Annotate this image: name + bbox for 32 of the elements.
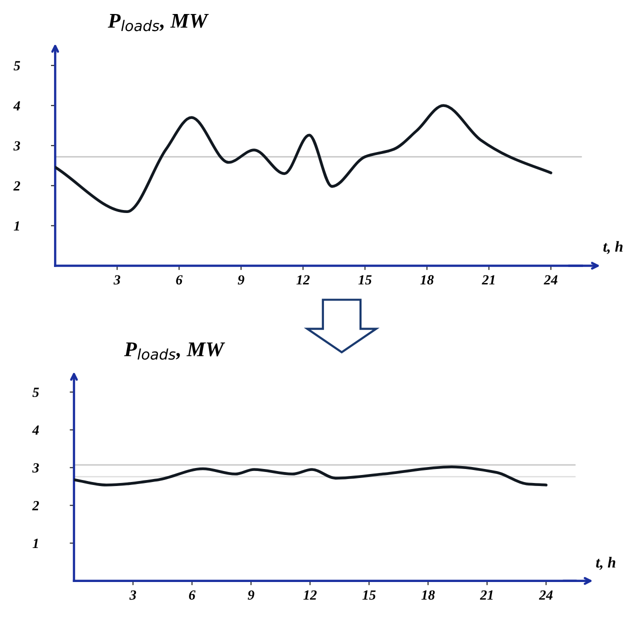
y-tick-label: 5 (14, 61, 20, 70)
x-tick-label: 3 (114, 275, 120, 285)
y-tick-label: 1 (14, 221, 20, 231)
y-axis-title: P$_{loads}$, MW (108, 14, 209, 32)
line-series (55, 104, 552, 214)
x-tick-label: 6 (176, 275, 183, 285)
y-tick-label: 5 (32, 388, 39, 398)
x-tick-label: 24 (544, 275, 558, 284)
x-tick-label: 15 (358, 275, 372, 285)
x-tick-label: 9 (248, 590, 254, 600)
x-tick-label: 18 (420, 275, 434, 285)
y-tick-label: 4 (13, 101, 20, 110)
x-tick-label: 12 (296, 275, 310, 284)
x-tick-label: 18 (421, 590, 435, 600)
x-tick-label: 9 (238, 275, 244, 285)
x-axis-title: t, h (603, 241, 623, 254)
x-tick-label: 3 (129, 590, 136, 600)
y-tick-label: 1 (32, 538, 38, 548)
x-axis-title: t, h (596, 556, 616, 570)
y-tick-label: 4 (32, 426, 39, 435)
line-series (74, 465, 548, 486)
y-tick-label: 3 (32, 463, 39, 473)
y-axis-title: P$_{loads}$, MW (124, 342, 226, 360)
x-tick-label: 24 (538, 590, 553, 600)
x-tick-label: 6 (189, 590, 196, 600)
y-tick-label: 3 (13, 141, 20, 151)
x-tick-label: 15 (362, 590, 376, 600)
x-tick-label: 12 (303, 590, 317, 600)
x-tick-label: 21 (480, 590, 493, 600)
y-tick-label: 2 (13, 181, 20, 190)
y-tick-label: 2 (32, 501, 39, 510)
x-tick-label: 21 (482, 275, 494, 284)
